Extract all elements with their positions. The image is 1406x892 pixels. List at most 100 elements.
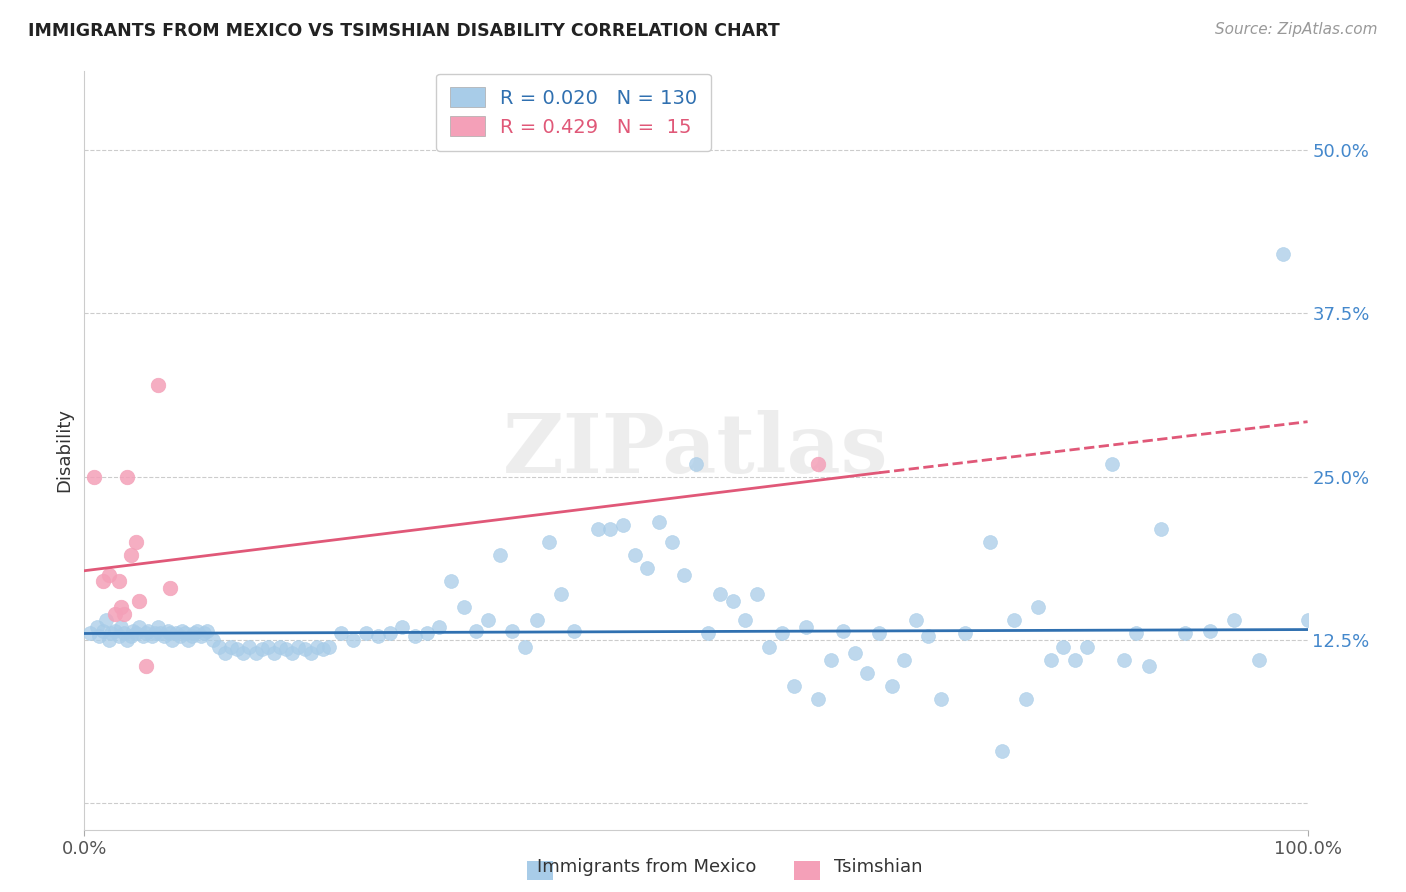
Point xyxy=(538,535,561,549)
Point xyxy=(391,620,413,634)
Point xyxy=(104,624,127,638)
Point xyxy=(177,633,200,648)
Point xyxy=(1028,600,1050,615)
Point xyxy=(880,679,903,693)
Point xyxy=(83,469,105,483)
Point xyxy=(1114,652,1136,666)
Point xyxy=(1150,522,1173,536)
Point xyxy=(648,516,671,530)
Point xyxy=(125,535,148,549)
Point xyxy=(844,646,866,660)
Point xyxy=(195,624,218,638)
Point xyxy=(312,642,335,657)
Point xyxy=(979,535,1001,549)
Point xyxy=(661,535,683,549)
Text: ZIPatlas: ZIPatlas xyxy=(503,410,889,491)
Point xyxy=(856,665,879,680)
Point xyxy=(107,629,129,643)
Point xyxy=(153,629,176,643)
Point xyxy=(132,629,155,643)
Point xyxy=(110,620,132,634)
Point xyxy=(929,691,952,706)
Point xyxy=(250,642,273,657)
Point xyxy=(330,626,353,640)
Point xyxy=(135,626,157,640)
Point xyxy=(169,629,191,643)
Point xyxy=(550,587,572,601)
Point xyxy=(208,640,231,654)
Point xyxy=(831,624,853,638)
Point xyxy=(685,457,707,471)
Point xyxy=(181,629,204,643)
Point xyxy=(238,640,260,654)
Point xyxy=(1125,626,1147,640)
Point xyxy=(489,548,512,562)
Point xyxy=(526,614,548,628)
Point xyxy=(1015,691,1038,706)
Point xyxy=(183,626,205,640)
Point xyxy=(1272,247,1295,261)
Point xyxy=(318,640,340,654)
Point xyxy=(120,548,142,562)
Point xyxy=(305,640,328,654)
Point xyxy=(165,626,187,640)
Point xyxy=(122,624,145,638)
Point xyxy=(1247,652,1270,666)
Point xyxy=(636,561,658,575)
Point xyxy=(747,587,769,601)
Point xyxy=(893,652,915,666)
Point xyxy=(136,624,159,638)
Point xyxy=(186,624,208,638)
Point xyxy=(128,594,150,608)
Point xyxy=(190,629,212,643)
Point xyxy=(709,587,731,601)
Point xyxy=(599,522,621,536)
Point xyxy=(97,567,120,582)
Point xyxy=(477,614,499,628)
Point xyxy=(1052,640,1074,654)
Point xyxy=(146,378,169,392)
Point xyxy=(214,646,236,660)
Point xyxy=(120,629,142,643)
Point xyxy=(299,646,322,660)
Point xyxy=(612,518,634,533)
Point xyxy=(820,652,842,666)
Point xyxy=(87,629,110,643)
Point xyxy=(502,624,524,638)
Point xyxy=(367,629,389,643)
Point xyxy=(115,469,138,483)
Point xyxy=(440,574,463,589)
Point xyxy=(807,457,830,471)
Point xyxy=(149,626,172,640)
Point xyxy=(269,640,291,654)
Point xyxy=(734,614,756,628)
Text: Immigrants from Mexico: Immigrants from Mexico xyxy=(537,858,756,876)
Point xyxy=(1076,640,1098,654)
Point xyxy=(697,626,720,640)
Point xyxy=(294,642,316,657)
Point xyxy=(953,626,976,640)
Point xyxy=(342,633,364,648)
Point xyxy=(96,614,118,628)
Point xyxy=(991,744,1014,758)
Point xyxy=(1064,652,1087,666)
Point xyxy=(783,679,806,693)
Point xyxy=(758,640,780,654)
Point xyxy=(624,548,647,562)
Point xyxy=(135,659,157,673)
Point xyxy=(416,626,439,640)
Point xyxy=(464,624,486,638)
Text: IMMIGRANTS FROM MEXICO VS TSIMSHIAN DISABILITY CORRELATION CHART: IMMIGRANTS FROM MEXICO VS TSIMSHIAN DISA… xyxy=(28,22,780,40)
Point xyxy=(79,626,101,640)
Point xyxy=(1137,659,1160,673)
Point xyxy=(125,626,148,640)
Point xyxy=(112,626,135,640)
Point xyxy=(104,607,127,621)
Point xyxy=(1002,614,1025,628)
Point xyxy=(159,626,181,640)
Point xyxy=(141,629,163,643)
Point xyxy=(453,600,475,615)
Point xyxy=(276,642,298,657)
Point xyxy=(380,626,402,640)
Point xyxy=(91,574,114,589)
